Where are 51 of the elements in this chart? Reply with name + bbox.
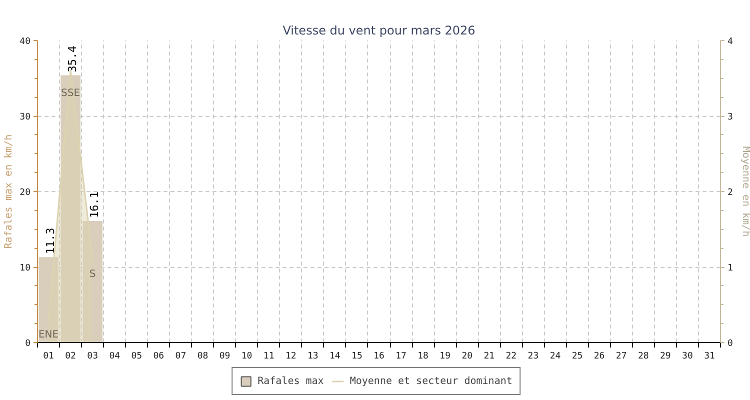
x-tick-label: 05 xyxy=(131,352,142,362)
x-tick-label: 13 xyxy=(307,352,318,362)
data-label: 35.4 xyxy=(66,45,80,72)
x-tick-label: 07 xyxy=(175,352,186,362)
x-tick-label: 10 xyxy=(241,352,252,362)
x-tick-label: 18 xyxy=(418,352,428,362)
x-tick-label: 01 xyxy=(43,352,54,362)
x-tick-label: 02 xyxy=(65,352,76,362)
x-tick-label: 11 xyxy=(263,352,274,362)
x-tick-label: 04 xyxy=(109,352,120,362)
y2-tick-label: 4 xyxy=(728,37,733,47)
x-tick-label: 22 xyxy=(506,352,517,362)
y-axis-title: Rafales max en km/h xyxy=(4,134,15,249)
x-tick-label: 16 xyxy=(374,352,384,362)
x-tick-label: 29 xyxy=(660,352,671,362)
data-label: 16.1 xyxy=(88,191,102,218)
x-tick-label: 15 xyxy=(352,352,362,362)
legend-label: Moyenne et secteur dominant xyxy=(350,375,512,387)
x-tick-label: 21 xyxy=(484,352,495,362)
annotation: SSE xyxy=(61,88,80,99)
y2-tick-label: 1 xyxy=(728,264,733,274)
x-tick-label: 28 xyxy=(638,352,649,362)
x-tick-label: 27 xyxy=(616,352,627,362)
x-tick-label: 12 xyxy=(285,352,296,362)
x-tick-label: 06 xyxy=(153,352,164,362)
x-tick-label: 24 xyxy=(550,352,561,362)
y-tick-label: 20 xyxy=(20,188,31,198)
y2-tick-label: 2 xyxy=(728,188,733,198)
y-tick-label: 10 xyxy=(20,264,31,274)
x-tick-label: 08 xyxy=(197,352,208,362)
x-tick-label: 20 xyxy=(462,352,473,362)
x-tick-label: 19 xyxy=(440,352,451,362)
x-tick-label: 23 xyxy=(528,352,539,362)
x-tick-label: 09 xyxy=(219,352,230,362)
x-tick-label: 31 xyxy=(704,352,715,362)
x-tick-label: 30 xyxy=(682,352,693,362)
y-tick-label: 40 xyxy=(20,37,31,47)
y2-tick-label: 3 xyxy=(728,112,733,122)
x-tick-label: 25 xyxy=(572,352,583,362)
y2-tick-label: 0 xyxy=(728,339,733,349)
x-tick-label: 17 xyxy=(396,352,406,362)
y-tick-label: 0 xyxy=(25,339,31,349)
x-tick-label: 14 xyxy=(330,352,340,362)
annotation: S xyxy=(89,269,96,280)
annotation: ENE xyxy=(38,329,59,340)
x-tick-label: 03 xyxy=(87,352,98,362)
data-label: 11.3 xyxy=(44,228,58,254)
legend-label: Rafales max xyxy=(258,375,324,387)
chart-title: Vitesse du vent pour mars 2026 xyxy=(282,24,476,38)
y-tick-label: 30 xyxy=(20,112,31,122)
x-tick-label: 26 xyxy=(594,352,605,362)
